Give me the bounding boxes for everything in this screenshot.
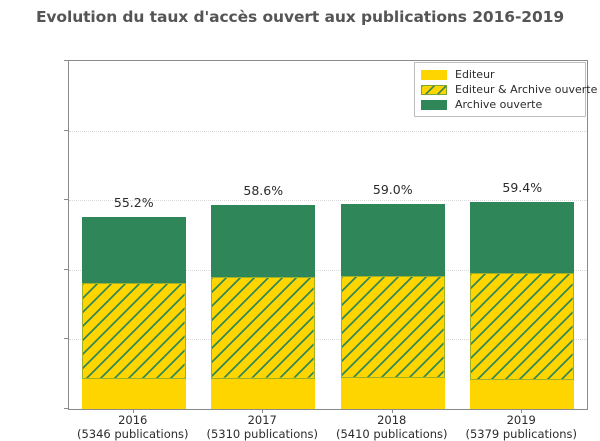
legend-item-editeur-archive-ouverte[interactable]: Editeur & Archive ouverte <box>421 82 580 97</box>
legend-item-label: Editeur <box>455 68 495 81</box>
bar-segment-editeur[interactable] <box>211 379 315 409</box>
legend-item-editeur[interactable]: Editeur <box>421 67 580 82</box>
bar-total-label: 59.0% <box>323 182 463 197</box>
legend-swatch-icon <box>421 70 447 80</box>
x-axis-year: 2016 <box>118 413 147 427</box>
x-axis-tick-label: 2019(5379 publications) <box>436 414 600 441</box>
page-title: Evolution du taux d'accès ouvert aux pub… <box>0 8 600 26</box>
bar-total-label: 58.6% <box>193 183 333 198</box>
legend-swatch-icon <box>421 85 447 95</box>
bar-segment-editeur[interactable] <box>470 380 574 409</box>
x-axis-year: 2018 <box>377 413 406 427</box>
bar-total-label: 59.4% <box>452 180 592 195</box>
legend-swatch-icon <box>421 100 447 110</box>
bar-stack-2016[interactable]: 55.2% <box>82 61 186 409</box>
bar-segment-archive-ouverte[interactable] <box>82 217 186 283</box>
bar-segment-archive-ouverte[interactable] <box>470 202 574 272</box>
x-axis-publication-count: (5379 publications) <box>436 428 600 441</box>
bar-segment-editeur-archive-ouverte[interactable] <box>211 277 315 379</box>
x-axis-year: 2019 <box>507 413 536 427</box>
bar-segment-editeur-archive-ouverte[interactable] <box>470 273 574 381</box>
legend-item-archive-ouverte[interactable]: Archive ouverte <box>421 97 580 112</box>
bar-segment-editeur[interactable] <box>341 378 445 409</box>
legend-item-label: Editeur & Archive ouverte <box>455 83 597 96</box>
bar-segment-editeur[interactable] <box>82 379 186 409</box>
bar-total-label: 55.2% <box>64 195 204 210</box>
bar-segment-archive-ouverte[interactable] <box>211 205 315 277</box>
bar-segment-editeur-archive-ouverte[interactable] <box>341 276 445 378</box>
bar-segment-archive-ouverte[interactable] <box>341 204 445 276</box>
legend-item-label: Archive ouverte <box>455 98 542 111</box>
x-axis-year: 2017 <box>248 413 277 427</box>
bar-segment-editeur-archive-ouverte[interactable] <box>82 283 186 379</box>
bar-stack-2017[interactable]: 58.6% <box>211 61 315 409</box>
